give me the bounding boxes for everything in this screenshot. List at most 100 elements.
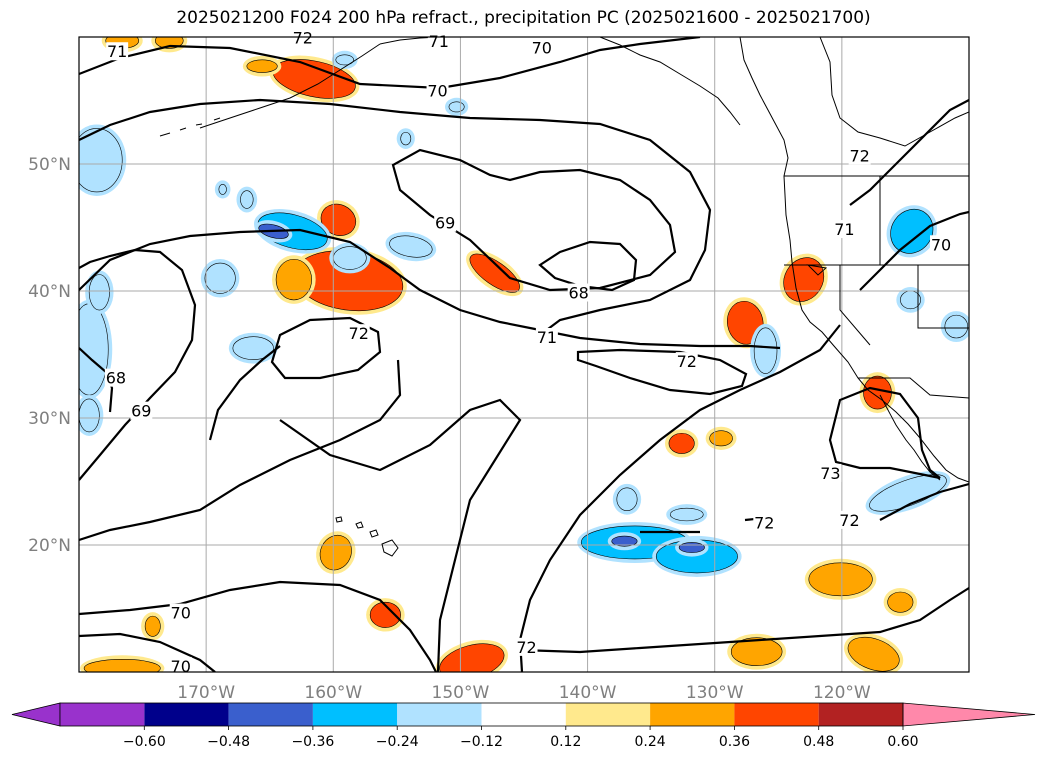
contour-71-nw-arc xyxy=(859,210,969,291)
precip-patch-core xyxy=(320,203,357,236)
precip-patch-core xyxy=(616,487,638,512)
precip-patch xyxy=(331,50,358,69)
hawaii-big-island xyxy=(381,539,399,557)
contour-label-bg xyxy=(675,352,698,371)
precip-patch-core xyxy=(847,636,900,672)
contour-label-bg xyxy=(819,463,842,482)
contour-68 xyxy=(538,240,638,292)
precip-patch-core xyxy=(319,534,352,571)
precip-patch xyxy=(85,270,114,315)
contour-label-bg xyxy=(833,220,856,239)
precip-patch-core xyxy=(783,257,825,302)
contour-label-bg xyxy=(104,368,127,387)
contour-72-south-east xyxy=(518,324,841,672)
precip-patch xyxy=(141,612,165,641)
precip-patch-core xyxy=(400,131,412,146)
precip-patch-core xyxy=(808,562,873,597)
colorbar: −0.60 −0.48 −0.36 −0.24 −0.12 0.12 0.24 0.36 0.4… xyxy=(11,702,1036,750)
precip-patch xyxy=(727,633,787,670)
precip-patch-core xyxy=(678,542,705,553)
lon-tick-label: 170°W xyxy=(177,683,235,703)
contour-label: 72 xyxy=(677,352,697,371)
precip-patch-core xyxy=(944,314,969,339)
contour-70-bottom xyxy=(79,580,437,672)
colorbar-segment xyxy=(565,703,651,726)
contour-70-north xyxy=(79,37,701,90)
precip-patch-core xyxy=(709,430,733,447)
contour-label: 72 xyxy=(349,324,369,343)
graticule xyxy=(79,37,969,672)
precip-patch-core xyxy=(389,235,433,258)
contour-label: 71 xyxy=(537,328,557,347)
contour-72-mid xyxy=(208,345,522,672)
colorbar-extend-min xyxy=(11,702,61,727)
contour-71 xyxy=(79,228,781,350)
contour-69 xyxy=(391,148,677,292)
islands xyxy=(159,117,828,557)
colorbar-label: −0.36 xyxy=(291,734,334,750)
contour-72-se xyxy=(879,482,969,521)
map-title: 2025021200 F024 200 hPa refract., precip… xyxy=(176,8,871,28)
contour-label: 68 xyxy=(568,284,588,303)
contour-label: 70 xyxy=(532,38,552,57)
precip-patch xyxy=(886,205,937,258)
precip-patch xyxy=(228,332,278,364)
contour-label-bg xyxy=(347,324,370,343)
precip-patch-core xyxy=(79,128,123,193)
precipitation-layer xyxy=(79,37,969,672)
latitude-tick-labels: 20°N 30°N 40°N 50°N xyxy=(28,155,71,556)
precip-patch xyxy=(79,124,127,196)
lat-tick-label: 50°N xyxy=(28,155,71,175)
precip-patch xyxy=(883,587,918,617)
precip-patch-core xyxy=(887,591,914,613)
precip-patch xyxy=(666,504,708,525)
colorbar-label: 0.48 xyxy=(803,734,834,750)
precip-patch xyxy=(750,323,782,378)
precip-patch xyxy=(435,639,509,672)
coastlines xyxy=(199,37,969,483)
refractivity-contours xyxy=(79,37,969,672)
contour-label: 68 xyxy=(106,369,126,388)
hawaii-oahu xyxy=(355,521,364,529)
contour-label: 72 xyxy=(839,511,859,530)
contour-72-blob xyxy=(270,316,382,380)
contour-label-bg xyxy=(930,235,953,254)
precip-patch xyxy=(675,538,709,557)
contour-label: 70 xyxy=(171,657,191,676)
colorbar-segment xyxy=(60,703,145,726)
colorbar-segment xyxy=(228,703,313,726)
precip-patch-core xyxy=(753,327,778,374)
colorbar-label: −0.48 xyxy=(207,734,250,750)
contour-72-bottom xyxy=(519,587,969,654)
precip-patch-core xyxy=(335,54,354,66)
contour-label: 71 xyxy=(107,42,127,61)
precip-patch xyxy=(236,186,258,213)
border-mexico xyxy=(858,377,969,399)
precip-patch xyxy=(804,558,877,600)
precip-patch-core xyxy=(88,274,110,311)
precip-patch xyxy=(214,180,231,199)
lat-tick-label: 20°N xyxy=(28,536,71,556)
colorbar-label: 0.24 xyxy=(635,734,666,750)
coastline-alaska-gulf xyxy=(599,37,741,126)
contour-label: 71 xyxy=(834,220,854,239)
contour-70-west xyxy=(79,98,712,336)
precip-patch-core xyxy=(669,507,704,522)
precip-patch xyxy=(290,246,407,315)
colorbar-label: −0.60 xyxy=(123,734,166,750)
precip-patch-core xyxy=(369,601,401,628)
precip-patch-core xyxy=(218,184,227,195)
precip-patch xyxy=(859,372,896,414)
colorbar-segment xyxy=(144,703,229,726)
lon-tick-label: 140°W xyxy=(559,683,617,703)
contour-label: 72 xyxy=(849,146,869,165)
colorbar-segment xyxy=(650,703,735,726)
hawaii-kauai xyxy=(335,516,343,523)
precip-patch xyxy=(366,598,405,632)
precip-patch-core xyxy=(869,474,947,512)
precip-patch-core xyxy=(232,336,274,360)
precip-patch-core xyxy=(240,190,254,209)
precip-patch-core xyxy=(144,615,161,637)
lon-tick-label: 120°W xyxy=(813,683,871,703)
contour-label: 69 xyxy=(131,402,151,421)
